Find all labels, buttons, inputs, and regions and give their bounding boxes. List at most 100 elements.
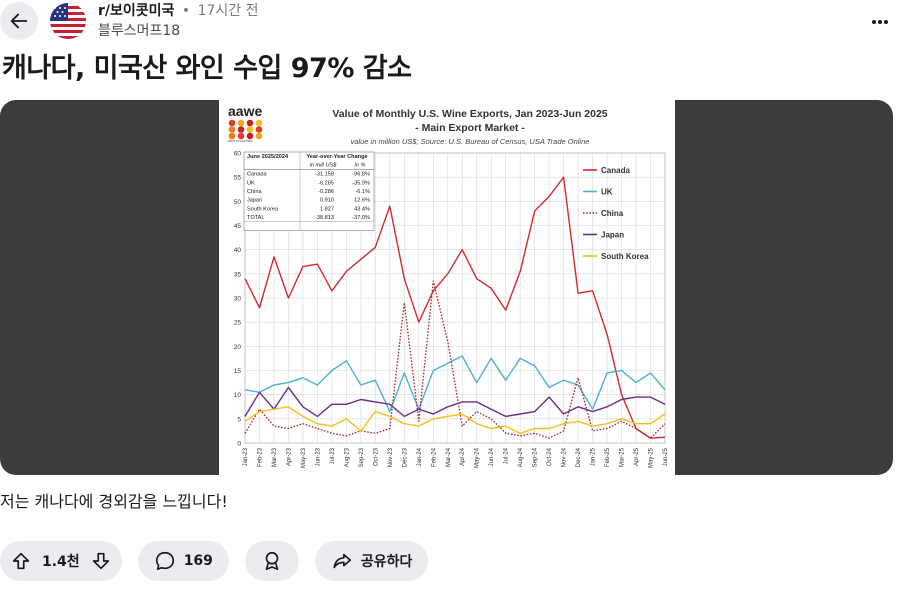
comment-count: 169: [183, 553, 213, 569]
table-cell: Canada: [247, 172, 267, 178]
chart-note: value in million US$; Source: U.S. Burea…: [351, 137, 590, 146]
share-label: 공유하다: [360, 554, 413, 570]
y-tick-label: 60: [234, 151, 242, 158]
table-cell: TOTAL: [247, 215, 265, 221]
x-tick-label: Aug-23: [344, 447, 350, 467]
table-cell: -0.286: [318, 189, 334, 195]
x-tick-label: Jun-24: [489, 447, 495, 466]
speech-bubble-icon: [155, 551, 174, 571]
logo-dot: [246, 126, 254, 133]
x-tick-label: Feb-25: [605, 447, 611, 467]
x-tick-label: May-24: [475, 447, 481, 468]
y-tick-label: 35: [234, 271, 242, 278]
x-tick-label: Feb-23: [257, 447, 263, 467]
legend-label: Canada: [601, 166, 630, 175]
x-tick-label: Mar-24: [446, 447, 452, 467]
chart-grid: [244, 152, 666, 444]
x-tick-label: Apr-25: [634, 447, 640, 466]
table-cell: -6.285: [318, 180, 334, 186]
subreddit-avatar[interactable]: [50, 3, 86, 39]
table-cell: Japan: [247, 198, 262, 204]
logo-dot: [255, 126, 263, 133]
x-tick-label: Jan-25: [591, 447, 597, 466]
x-tick-label: Nov-23: [388, 447, 394, 467]
share-button[interactable]: 공유하다: [314, 541, 429, 581]
award-icon: [265, 551, 279, 571]
x-tick-label: Feb-24: [431, 447, 437, 467]
chart-legend: Canada UK China Japan South Korea: [583, 166, 649, 261]
x-tick-label: Mar-25: [620, 447, 626, 467]
table-subheader: in %: [355, 163, 366, 169]
logo-dot: [255, 132, 263, 140]
x-tick-label: Mar-23: [272, 447, 278, 467]
award-button[interactable]: [244, 541, 299, 581]
x-tick-label: Jul-24: [504, 447, 510, 464]
chart-image: aawe wine economics Value of Monthly U.S…: [219, 100, 675, 475]
logo-dot: [255, 119, 263, 127]
table-cell: 12.6%: [354, 198, 370, 204]
arrow-left-icon: [10, 13, 28, 29]
series-line-uk: [244, 355, 666, 413]
logo-dot: [228, 126, 236, 133]
x-tick-label: Jan-24: [417, 447, 423, 466]
x-tick-label: Apr-23: [286, 447, 292, 466]
share-icon: [333, 553, 351, 569]
logo-dot: [237, 119, 245, 127]
vote-control: 1.4천: [0, 541, 122, 581]
post-body: 저는 캐나다에 경외감을 느낍니다!: [0, 492, 228, 511]
table-cell: -35.9%: [352, 180, 370, 186]
post-action-bar: 1.4천 169 공유하다: [0, 541, 429, 581]
y-tick-label: 50: [234, 199, 242, 206]
post-time: 17시간 전: [197, 3, 259, 19]
logo-dot: [228, 132, 236, 140]
y-tick-label: 25: [234, 320, 242, 327]
x-tick-label: Jul-23: [330, 447, 336, 464]
y-tick-label: 15: [234, 368, 242, 375]
y-tick-label: 30: [234, 296, 242, 303]
x-tick-label: Sep-24: [533, 447, 539, 467]
logo-subtext: wine economics: [228, 139, 253, 143]
post-author[interactable]: 블루스머프18: [98, 23, 181, 39]
y-tick-label: 5: [237, 416, 241, 423]
legend-label: South Korea: [601, 252, 649, 261]
x-tick-label: Apr-24: [460, 447, 466, 466]
logo-dot: [246, 132, 254, 140]
post-media[interactable]: aawe wine economics Value of Monthly U.S…: [0, 100, 893, 475]
back-button[interactable]: [0, 2, 38, 40]
series-line-canada: [244, 176, 666, 439]
y-tick-label: 40: [234, 247, 242, 254]
legend-label: Japan: [601, 231, 624, 240]
arrow-up-icon[interactable]: [10, 550, 32, 572]
x-tick-label: Jun-25: [663, 447, 669, 466]
aawe-logo: [228, 119, 263, 140]
table-cell: -31.158: [315, 172, 334, 178]
table-header: June 2025/2024: [247, 154, 289, 160]
table-cell: South Korea: [247, 206, 279, 212]
chart-axes: 0 5 10 15 20 25 30 35 40 45 50 55 60 Jan-23 Feb-23 Mar-…: [234, 151, 669, 469]
comments-button[interactable]: 169: [137, 541, 229, 581]
yoy-table: June 2025/2024 Year-over-Year Change in mi…: [243, 151, 375, 231]
y-tick-label: 45: [234, 223, 242, 230]
logo-dot: [228, 119, 236, 127]
x-tick-label: Sep-23: [359, 447, 365, 467]
x-tick-label: May-23: [301, 447, 307, 468]
more-options-button[interactable]: [868, 12, 892, 32]
logo-text: aawe: [228, 103, 262, 119]
meta-separator: •: [181, 3, 191, 19]
us-flag-icon: [50, 3, 86, 39]
legend-label: China: [601, 209, 624, 218]
table-cell: -37.0%: [352, 215, 370, 221]
arrow-down-icon[interactable]: [90, 550, 112, 572]
chart-title: Value of Monthly U.S. Wine Exports, Jan …: [332, 108, 607, 120]
legend-label: UK: [601, 188, 613, 197]
table-cell: -96.8%: [352, 172, 370, 178]
table-cell: -6.1%: [355, 189, 370, 195]
ellipsis-icon: [872, 20, 888, 24]
subreddit-name[interactable]: r/보이콧미국: [98, 3, 175, 19]
post-title[interactable]: 캐나다, 미국산 와인 수입 97% 감소: [2, 53, 412, 84]
table-cell: 43.4%: [354, 206, 370, 212]
table-subheader: in mill US$: [310, 163, 338, 169]
x-tick-label: Aug-24: [518, 447, 524, 467]
post-meta: r/보이콧미국 • 17시간 전 블루스머프18: [98, 2, 259, 40]
table-cell: UK: [247, 180, 255, 186]
